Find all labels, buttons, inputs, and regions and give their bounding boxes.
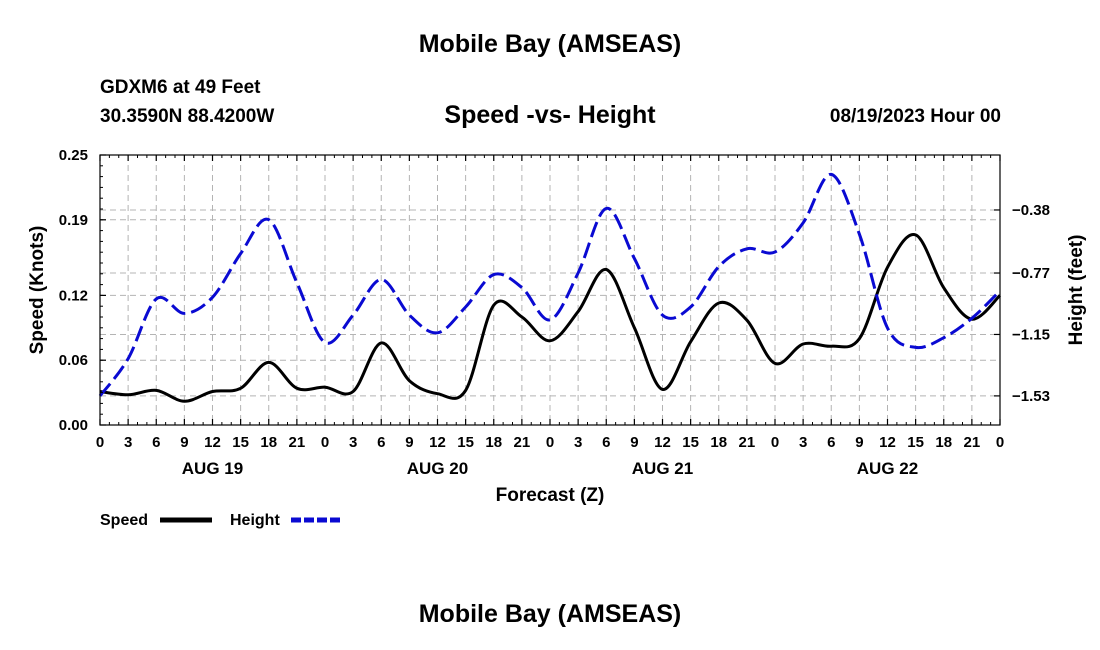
main-title: Mobile Bay (AMSEAS) [418,30,682,58]
x-tick-label: 9 [855,434,863,451]
station-coordinates: 30.3590N 88.4200W [100,106,275,127]
legend: Speed Height [100,512,342,529]
station-label: GDXM6 at 49 Feet [100,77,261,98]
x-tick-label: 12 [204,434,221,451]
x-tick-label: 12 [429,434,446,451]
footer-title: Mobile Bay (AMSEAS) [418,600,682,628]
x-tick-label: 18 [485,434,502,451]
y-tick-label: 0.06 [59,352,88,369]
x-tick-label: 6 [602,434,610,451]
y-tick-label: 0.00 [59,417,88,434]
x-tick-label: 0 [546,434,554,451]
y2-tick-label: −0.77 [1012,265,1050,282]
x-tick-label: 18 [710,434,727,451]
y-tick-label: 0.12 [59,287,88,304]
date-label: AUG 22 [857,459,918,478]
y2-tick-label: −1.15 [1012,326,1050,343]
x-tick-label: 6 [152,434,160,451]
x-tick-label: 0 [321,434,329,451]
series-layer [98,172,1002,403]
y2-tick-label: −1.53 [1012,388,1050,405]
x-tick-label: 21 [289,434,306,451]
x-tick-label: 9 [405,434,413,451]
date-label: AUG 20 [407,459,468,478]
y2-tick-label: −0.38 [1012,202,1050,219]
x-tick-label: 9 [180,434,188,451]
date-label: AUG 21 [632,459,693,478]
x-tick-label: 3 [574,434,582,451]
y-tick-label: 0.19 [59,212,88,229]
grid [100,155,1000,425]
x-tick-label: 3 [799,434,807,451]
y-tick-label: 0.25 [59,147,88,164]
x-tick-label: 12 [654,434,671,451]
forecast-datetime: 08/19/2023 Hour 00 [829,106,1001,127]
x-tick-label: 0 [96,434,104,451]
x-tick-label: 21 [514,434,531,451]
x-tick-label: 0 [996,434,1004,451]
x-tick-label: 3 [124,434,132,451]
axes: 0 3 6 9 12 15 18 21 0 3 6 9 12 15 18 21 0 3 6 9 12 15 18 21 0 3 6 9… [59,147,1050,478]
x-tick-label: 18 [260,434,277,451]
x-tick-label: 12 [879,434,896,451]
y2-axis-label: Height (feet) [1066,235,1087,346]
speed-height-chart: 0 3 6 9 12 15 18 21 0 3 6 9 12 15 18 21 0 3 6 9 12 15 18 21 0 3 6 9… [27,147,1087,529]
x-tick-label: 6 [827,434,835,451]
date-label: AUG 19 [182,459,243,478]
x-tick-label: 15 [907,434,924,451]
y-axis-label: Speed (Knots) [27,226,48,355]
x-tick-label: 18 [935,434,952,451]
chart-title: Speed -vs- Height [444,101,656,129]
legend-speed-label: Speed [100,512,148,529]
x-tick-label: 15 [682,434,699,451]
x-tick-label: 15 [457,434,474,451]
x-tick-label: 9 [630,434,638,451]
x-tick-label: 3 [349,434,357,451]
x-tick-label: 15 [232,434,249,451]
x-axis-label: Forecast (Z) [496,485,605,506]
height-series-line [98,172,1002,397]
speed-series-line [99,233,1002,403]
x-tick-label: 0 [771,434,779,451]
x-tick-label: 6 [377,434,385,451]
x-tick-label: 21 [964,434,981,451]
x-tick-label: 21 [739,434,756,451]
legend-height-label: Height [230,512,280,529]
